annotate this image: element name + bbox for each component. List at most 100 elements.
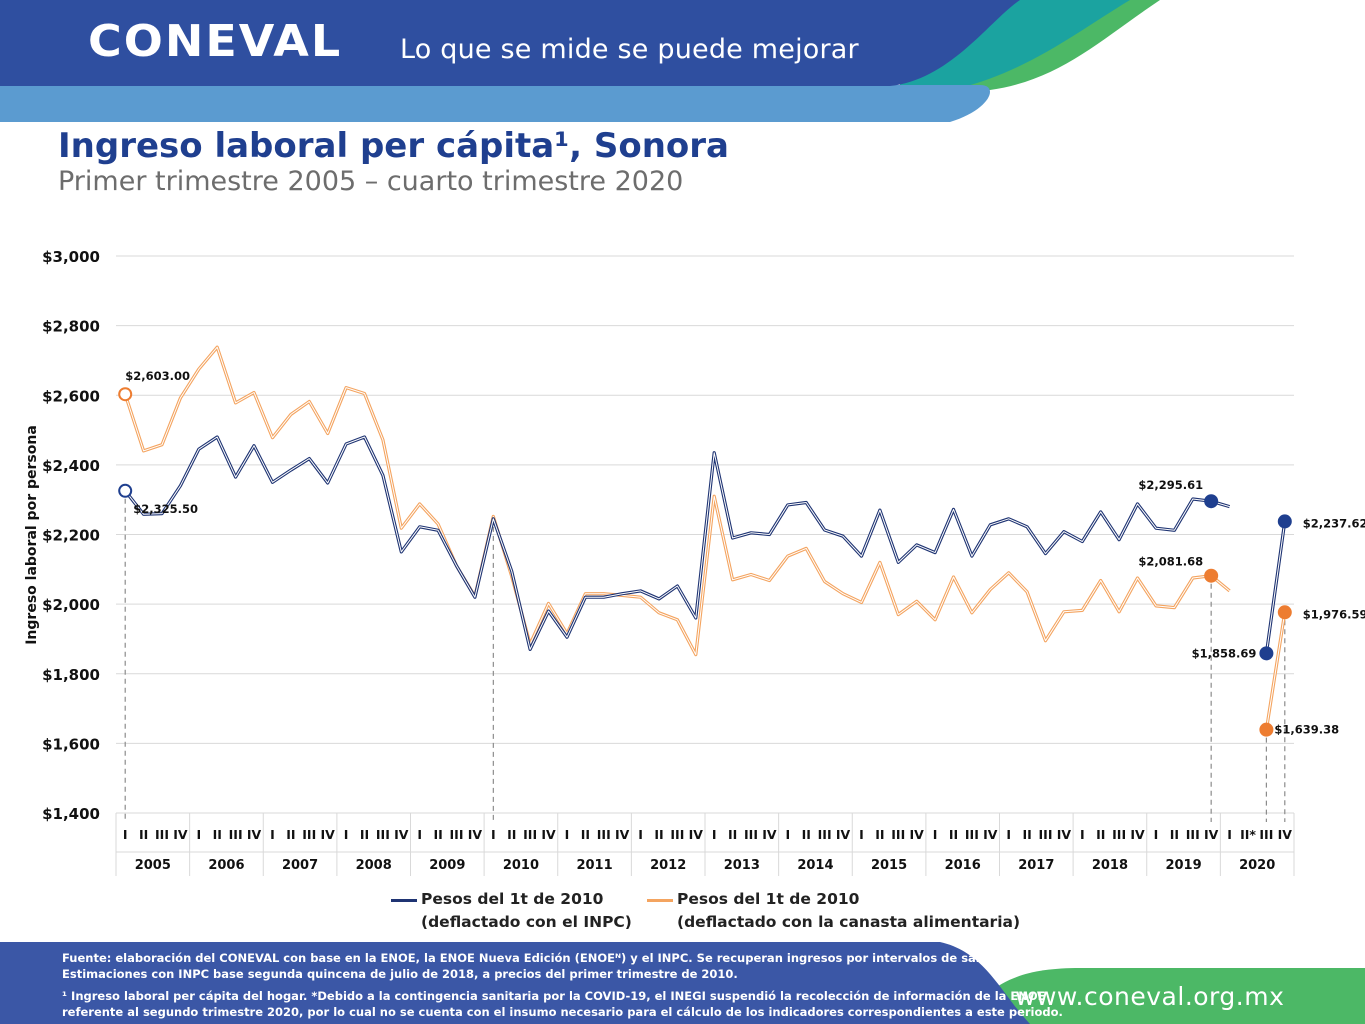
x-quarter-label: I <box>712 827 717 842</box>
data-label: $1,976.59 <box>1303 607 1365 621</box>
x-year-label: 2006 <box>208 858 244 873</box>
x-quarter-label: I <box>417 827 422 842</box>
x-quarter-label: I <box>270 827 275 842</box>
data-point-marker <box>1277 514 1292 529</box>
x-quarter-label: II <box>139 827 148 842</box>
x-quarter-label: II* <box>1240 827 1256 842</box>
x-year-label: 2016 <box>945 858 981 873</box>
x-quarter-label: II <box>360 827 369 842</box>
x-quarter-label: II <box>433 827 442 842</box>
footer-blue-band <box>0 942 1030 1024</box>
x-year-label: 2009 <box>429 858 465 873</box>
data-point-marker <box>1204 494 1219 509</box>
x-quarter-label: I <box>197 827 202 842</box>
x-year-label: 2014 <box>797 858 833 873</box>
y-tick-label: $1,800 <box>42 666 100 684</box>
x-quarter-label: III <box>1259 827 1273 842</box>
x-quarter-label: II <box>507 827 516 842</box>
x-quarter-label: III <box>155 827 169 842</box>
data-label: $1,639.38 <box>1274 723 1339 737</box>
x-quarter-label: I <box>565 827 570 842</box>
y-tick-label: $3,000 <box>42 248 100 266</box>
series-line-inner-canasta <box>124 346 1230 656</box>
x-quarter-label: III <box>965 827 979 842</box>
x-quarter-label: I <box>1080 827 1085 842</box>
series-line-inner-canasta <box>1265 612 1286 730</box>
footer-source-line1: Fuente: elaboración del CONEVAL con base… <box>62 951 1010 965</box>
chart-title: Ingreso laboral per cápita¹, Sonora <box>58 126 730 166</box>
x-quarter-label: III <box>523 827 537 842</box>
header-band <box>0 0 1160 122</box>
x-quarter-label: IV <box>1204 827 1219 842</box>
x-year-label: 2019 <box>1165 858 1201 873</box>
x-quarter-label: IV <box>689 827 704 842</box>
x-quarter-label: IV <box>910 827 925 842</box>
x-quarter-label: I <box>786 827 791 842</box>
x-quarter-label: III <box>1112 827 1126 842</box>
x-quarter-label: II <box>286 827 295 842</box>
footer-source-line2: Estimaciones con INPC base segunda quinc… <box>62 967 738 981</box>
x-quarter-label: IV <box>247 827 262 842</box>
legend-swatch-canasta <box>647 899 673 902</box>
data-point-marker <box>1259 646 1274 661</box>
x-quarter-label: II <box>1170 827 1179 842</box>
x-year-label: 2005 <box>135 858 171 873</box>
x-quarter-label: III <box>1039 827 1053 842</box>
x-quarter-label: I <box>1006 827 1011 842</box>
legend-swatch-inpc <box>391 899 417 902</box>
x-quarter-label: I <box>123 827 128 842</box>
data-label: $2,295.61 <box>1138 478 1203 492</box>
x-quarter-label: I <box>638 827 643 842</box>
header-light-blue-band <box>0 85 990 122</box>
x-quarter-label: III <box>450 827 464 842</box>
chart-subtitle: Primer trimestre 2005 – cuarto trimestre… <box>58 166 684 197</box>
data-point-marker <box>1259 722 1274 737</box>
x-quarter-label: IV <box>394 827 409 842</box>
x-quarter-label: IV <box>983 827 998 842</box>
footer-url-link[interactable]: www.coneval.org.mx <box>1015 982 1285 1011</box>
x-quarter-label: IV <box>321 827 336 842</box>
series-line-inner-inpc <box>124 436 1230 650</box>
x-quarter-label: II <box>213 827 222 842</box>
x-quarter-label: III <box>891 827 905 842</box>
x-quarter-label: IV <box>541 827 556 842</box>
y-tick-label: $2,200 <box>42 527 100 545</box>
series-line-inpc <box>123 435 1231 651</box>
x-quarter-label: III <box>670 827 684 842</box>
x-quarter-label: II <box>1022 827 1031 842</box>
series-line-canasta <box>123 345 1231 657</box>
series-line-inner-inpc <box>1265 521 1286 654</box>
data-label: $2,081.68 <box>1138 555 1203 569</box>
x-year-label: 2007 <box>282 858 318 873</box>
x-quarter-label: II <box>728 827 737 842</box>
x-quarter-label: IV <box>615 827 630 842</box>
x-quarter-label: I <box>1227 827 1232 842</box>
y-tick-label: $2,800 <box>42 318 100 336</box>
footer-note-line1: ¹ Ingreso laboral per cápita del hogar. … <box>62 989 1046 1003</box>
legend-item-inpc: Pesos del 1t de 2010 (deflactado con el … <box>391 888 632 934</box>
x-quarter-label: I <box>344 827 349 842</box>
x-quarter-label: I <box>1154 827 1159 842</box>
x-quarter-label: IV <box>1278 827 1293 842</box>
x-quarter-label: IV <box>468 827 483 842</box>
x-quarter-label: III <box>818 827 832 842</box>
data-point-marker <box>1277 605 1292 620</box>
data-point-marker <box>1204 568 1219 583</box>
x-quarter-label: IV <box>173 827 188 842</box>
x-quarter-label: II <box>875 827 884 842</box>
x-quarter-label: III <box>376 827 390 842</box>
footer-green-wave <box>960 968 1365 1024</box>
y-tick-label: $1,600 <box>42 735 100 753</box>
data-label: $2,325.50 <box>133 502 198 516</box>
legend-label-inpc-line1: Pesos del 1t de 2010 <box>421 890 604 908</box>
coneval-logo: CONEVAL <box>88 15 343 67</box>
x-year-label: 2020 <box>1239 858 1275 873</box>
x-quarter-label: III <box>744 827 758 842</box>
x-quarter-label: II <box>581 827 590 842</box>
x-quarter-label: I <box>933 827 938 842</box>
y-tick-label: $2,600 <box>42 387 100 405</box>
legend-label-inpc-line2: (deflactado con el INPC) <box>421 913 632 931</box>
x-quarter-label: II <box>949 827 958 842</box>
x-year-label: 2015 <box>871 858 907 873</box>
